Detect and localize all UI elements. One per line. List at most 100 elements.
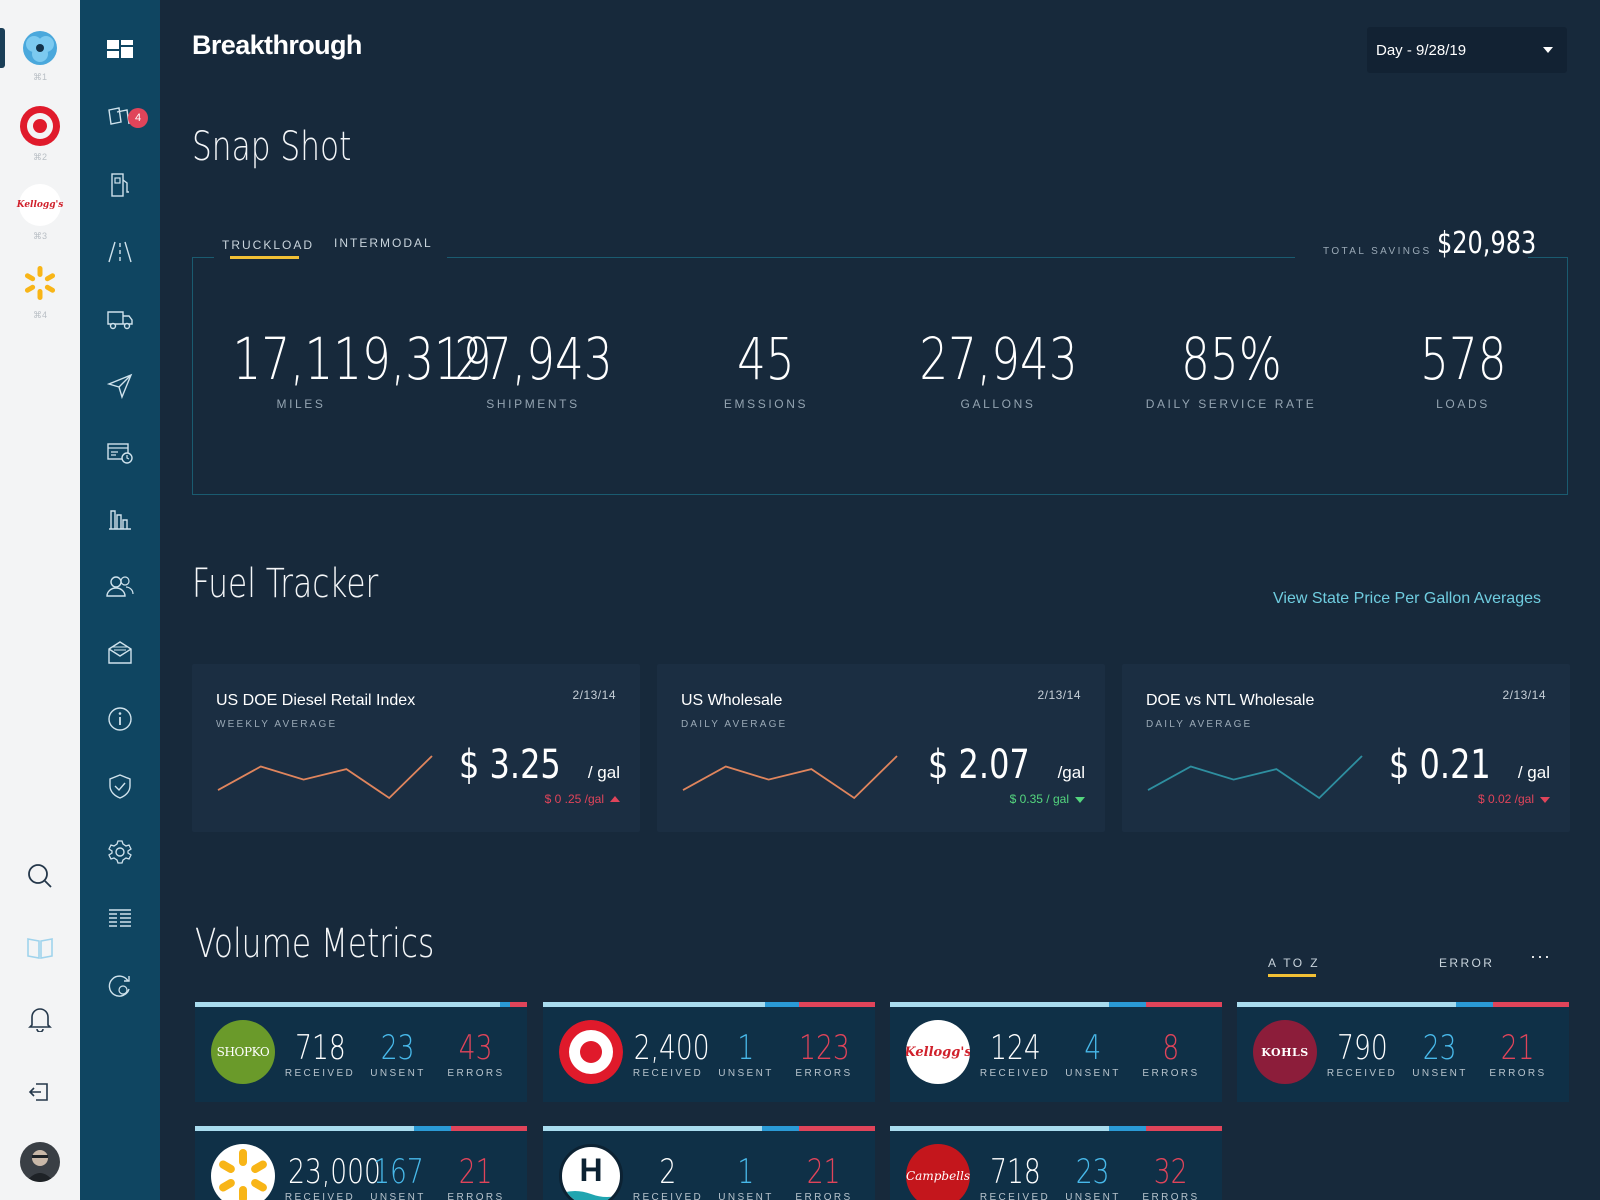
volume-ratio-bar [543,1126,875,1131]
nav-dashboard[interactable] [104,33,136,65]
nav-reports[interactable] [104,503,136,535]
arrow-up-icon [610,796,620,802]
nav-info[interactable] [104,703,136,735]
errors-count: 21 [807,1152,841,1192]
volume-card-h[interactable]: H 2 RECEIVED 1 UNSENT 21 ERRORS [543,1126,875,1200]
sparkline-path [217,755,433,800]
account-shortcut: ⌘3 [32,231,47,241]
nav-fuel[interactable] [104,169,136,201]
sort-error[interactable]: ERROR [1439,956,1495,970]
stat-value: 27,943 [453,325,613,393]
stat-daily-service-rate: 85% DAILY SERVICE RATE [1126,324,1336,411]
volume-card-target[interactable]: 2,400 RECEIVED 1 UNSENT 123 ERRORS [543,1002,875,1102]
stat-label: DAILY SERVICE RATE [1145,397,1317,411]
received-label: RECEIVED [979,1192,1051,1200]
volume-card-kohls[interactable]: KOHLS 790 RECEIVED 23 UNSENT 21 ERRORS [1237,1002,1569,1102]
account-walmart[interactable] [19,262,61,304]
active-account-indicator [0,28,5,68]
errors-label: ERRORS [795,1068,853,1079]
company-logo-text: H [579,1151,603,1188]
tab-intermodal[interactable]: INTERMODAL [334,236,433,250]
tab-truckload[interactable]: TRUCKLOAD [222,238,315,252]
errors-label: ERRORS [795,1192,853,1200]
nav-messages[interactable] [104,636,136,668]
unsent-label: UNSENT [1065,1192,1121,1200]
user-photo-icon [20,1142,60,1182]
unsent-count: 1 [737,1152,755,1192]
more-options-icon[interactable]: ··· [1530,946,1551,966]
logout-button[interactable] [24,1076,56,1108]
fuel-card[interactable]: US DOE Diesel Retail Index WEEKLY AVERAG… [192,664,640,832]
company-logo-text: KOHLS [1261,1045,1309,1059]
view-state-averages-link[interactable]: View State Price Per Gallon Averages [1273,590,1541,607]
account-kelloggs[interactable]: Kellogg's [17,184,63,226]
stat-value: 17,119,319 [232,325,492,393]
received-count: 718 [294,1028,346,1068]
search-button[interactable] [24,860,56,892]
volume-metrics-title: Volume Metrics [195,921,435,967]
nav-lanes[interactable] [104,236,136,268]
sync-icon [108,975,130,997]
walmart-spark-icon [24,266,56,300]
nav-sync[interactable] [104,970,136,1002]
date-range-select[interactable]: Day - 9/28/19 [1367,27,1567,73]
h-company-logo-icon: H [559,1144,623,1200]
errors-label: ERRORS [1142,1068,1200,1079]
company-logo-text: SHOPKO [216,1045,270,1059]
volume-card-walmart[interactable]: 23,000 RECEIVED 167 UNSENT 21 ERRORS [195,1126,527,1200]
sort-a-to-z[interactable]: A TO Z [1268,956,1320,970]
stat-shipments: 27,943 SHIPMENTS [428,324,638,411]
stat-value: 27,943 [918,325,1078,393]
fuel-card-subtitle: DAILY AVERAGE [1146,719,1253,730]
received-count: 124 [989,1028,1041,1068]
volume-ratio-bar [890,1002,1222,1007]
fuel-card[interactable]: US Wholesale DAILY AVERAGE 2/13/14 $ 2.0… [657,664,1105,832]
nav-security[interactable] [104,770,136,802]
fuel-price-change: $ 0.35 / gal [1009,792,1069,806]
notifications-button[interactable] [24,1003,56,1035]
nav-carriers[interactable] [104,303,136,335]
active-tab-underline [230,256,299,259]
volume-ratio-bar [1237,1002,1569,1007]
kelloggs-logo-icon: Kellogg's [906,1020,970,1084]
settings-icon [108,840,132,864]
account-target[interactable] [19,105,61,147]
nav-users[interactable] [104,570,136,602]
search-icon [28,864,52,888]
errors-label: ERRORS [447,1192,505,1200]
guide-button[interactable] [24,932,56,964]
unsent-count: 167 [372,1152,424,1192]
walmart-spark-icon [211,1144,275,1200]
date-range-value: Day - 9/28/19 [1376,41,1467,59]
unsent-count: 23 [381,1028,415,1068]
user-avatar[interactable] [20,1142,60,1182]
nav-settings[interactable] [104,836,136,868]
unsent-count: 23 [1076,1152,1110,1192]
errors-count: 21 [1501,1028,1535,1068]
nav-dispatch[interactable] [104,370,136,402]
volume-card-shopko[interactable]: SHOPKO 718 RECEIVED 23 UNSENT 43 ERRORS [195,1002,527,1102]
fuel-card[interactable]: DOE vs NTL Wholesale DAILY AVERAGE 2/13/… [1122,664,1570,832]
errors-label: ERRORS [1489,1068,1547,1079]
account-shortcut: ⌘2 [32,152,47,162]
fuel-card-date: 2/13/14 [1037,688,1081,702]
unsent-count: 23 [1423,1028,1457,1068]
volume-card-kelloggs[interactable]: Kellogg's 124 RECEIVED 4 UNSENT 8 ERRORS [890,1002,1222,1102]
shopko-logo-icon: SHOPKO [211,1020,275,1084]
stat-label: GALLONS [960,397,1036,411]
fuel-price-unit: / gal [587,763,620,782]
unsent-label: UNSENT [718,1192,774,1200]
account-breakthrough[interactable] [19,27,61,69]
reports-icon [109,510,131,530]
active-sort-underline [1268,974,1316,977]
send-icon [107,373,133,399]
stat-value: 578 [1419,325,1507,393]
nav-lists[interactable] [104,903,136,935]
info-icon [108,707,132,731]
stat-gallons: 27,943 GALLONS [893,324,1103,411]
volume-card-campbells[interactable]: Campbells 718 RECEIVED 23 UNSENT 32 ERRORS [890,1126,1222,1200]
nav-schedule[interactable] [104,437,136,469]
kohls-logo-icon: KOHLS [1253,1020,1317,1084]
fuel-card-title: DOE vs NTL Wholesale [1146,692,1315,709]
dashboard-icon [107,40,133,58]
